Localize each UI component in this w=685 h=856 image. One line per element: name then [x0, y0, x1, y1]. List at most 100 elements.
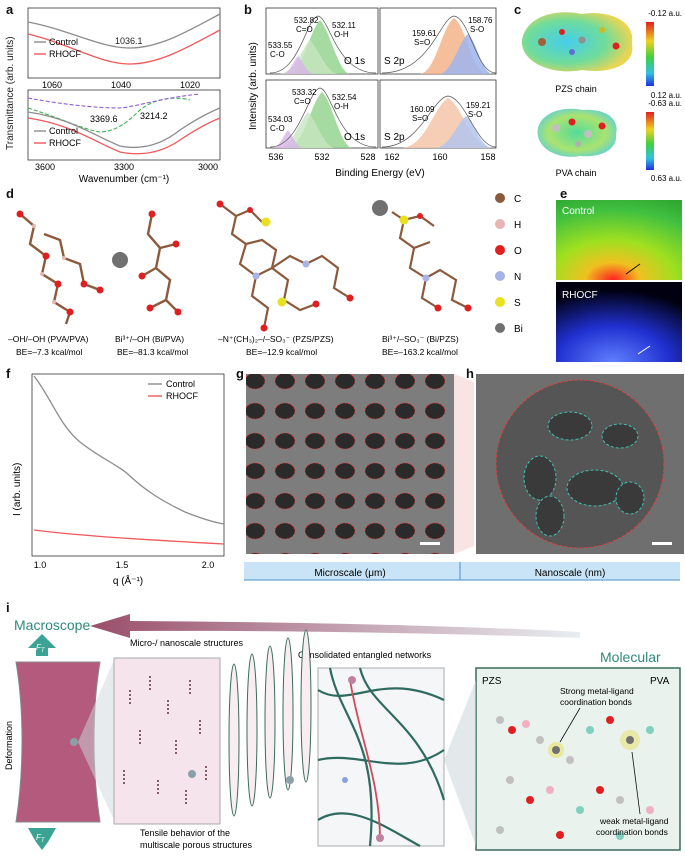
panel-letter-e: e	[560, 186, 568, 201]
bi-atom-2	[372, 200, 388, 216]
deformation-label: Deformation	[4, 721, 14, 770]
panel-gh-sem: Microscale (μm) Nanoscale (nm)	[244, 374, 684, 581]
svg-text:FT: FT	[36, 833, 46, 844]
tick-1020: 1020	[180, 80, 200, 90]
b-top-o-h: O-H	[334, 30, 349, 39]
legend-rhocf-top: RHOCF	[49, 49, 81, 59]
legend-control-top: Control	[49, 37, 78, 47]
f-tick-1: 1.0	[34, 560, 47, 570]
d-be-pzs-pzs: BE=–12.9 kcal/mol	[246, 347, 317, 357]
macroscope-label: Macroscope	[14, 617, 90, 633]
pva-esp-surface	[537, 108, 617, 157]
saxs-control-image	[556, 200, 682, 280]
consolidated-label: Consolidated entangled networks	[298, 650, 432, 660]
panel-a-ylabel: Transmittance (arb. units)	[5, 36, 16, 150]
panel-a-ftir: Transmittance (arb. units) 1036.1 Contro…	[5, 7, 221, 185]
saxs-control-label: Control	[562, 206, 594, 217]
control-curve-top	[27, 13, 221, 49]
b-top-s-o-dbl: S=O	[414, 38, 430, 47]
b-tick-162: 162	[384, 152, 399, 162]
panel-c-esp: PZS chain -0.12 a.u. 0.12 a.u. PVA chain…	[521, 9, 682, 183]
d-label-pzs-pzs: –N⁺(CH₃)₂–/–SO₃⁻ (PZS/PZS)	[218, 334, 334, 344]
panel-a-bottom-frame	[27, 89, 221, 161]
pzs-colorbar	[646, 22, 654, 86]
b-bot-c-o-dbl: C=O	[294, 97, 311, 106]
tensile-line-2: multiscale porous structures	[140, 840, 253, 850]
legend-c: C	[514, 194, 521, 205]
b-top-o1s-label: O 1s	[344, 56, 365, 67]
b-bot-159-21: 159.21	[466, 101, 491, 110]
element-legend: C H O N S Bi	[495, 193, 523, 335]
f-tick-2: 2.0	[202, 560, 215, 570]
b-tick-532: 532	[314, 152, 329, 162]
panel-letter-f: f	[6, 366, 11, 381]
b-tick-528: 528	[360, 152, 375, 162]
annotation-3214: 3214.2	[140, 111, 168, 121]
tick-1060: 1060	[42, 80, 62, 90]
bi-atom-1	[112, 252, 128, 268]
panel-a-top-frame	[27, 7, 221, 79]
micro-nano-label: Micro-/ nanoscale structures	[130, 638, 244, 648]
b-top-158-76: 158.76	[468, 16, 493, 25]
panel-f-ylabel: I (arb. units)	[12, 463, 23, 516]
nanoscale-label: Nanoscale (nm)	[535, 568, 606, 579]
b-bot-534-03: 534.03	[268, 115, 293, 124]
b-top-532-11: 532.11	[332, 21, 356, 30]
f-tick-1-5: 1.5	[116, 560, 129, 570]
panel-letter-d: d	[6, 186, 14, 201]
annotation-1036: 1036.1	[115, 36, 143, 46]
panel-b-ylabel: Intensity (arb. units)	[248, 42, 259, 130]
svg-text:FT: FT	[36, 643, 46, 654]
panel-letter-g: g	[236, 366, 244, 381]
pva-colorbar	[646, 112, 654, 170]
molecule-pva-pva	[19, 213, 101, 325]
rhocf-curve-top	[27, 29, 221, 65]
pva-colorbar-max: -0.63 a.u.	[648, 99, 682, 108]
panel-i-schematic: Macroscope Molecular Micro-/ nanoscale s…	[4, 614, 681, 851]
scale-bar-band	[244, 562, 680, 580]
tick-3000: 3000	[198, 162, 218, 172]
d-label-pva-pva: –OH/–OH (PVA/PVA)	[8, 334, 89, 344]
molecular-box	[475, 667, 681, 851]
b-top-c-o: C-O	[270, 50, 285, 59]
molecular-network-atoms	[496, 716, 654, 840]
b-bot-c-o: C-O	[270, 124, 285, 133]
pzs-region-label: PZS	[482, 676, 502, 687]
b-bot-532-54: 532.54	[332, 93, 357, 102]
d-be-bi-pzs: BE=–163.2 kcal/mol	[382, 347, 458, 357]
tick-3600: 3600	[35, 162, 55, 172]
tick-1040: 1040	[111, 80, 131, 90]
b-bot-o1s-label: O 1s	[344, 132, 365, 143]
b-top-s2p-label: S 2p	[384, 56, 405, 67]
pzs-colorbar-min: 0.12 a.u.	[651, 91, 682, 100]
b-bot-160-09: 160.09	[410, 105, 435, 114]
panel-letter-h: h	[466, 366, 474, 381]
legend-s: S	[514, 298, 521, 309]
legend-o: O	[514, 246, 522, 257]
b-bot-s-o: S-O	[468, 110, 482, 119]
microscale-label: Microscale (μm)	[314, 568, 385, 579]
ft-top-sub: T	[41, 648, 46, 654]
annotation-3369: 3369.6	[90, 114, 118, 124]
pzs-chain-label: PZS chain	[555, 84, 597, 94]
pzs-esp-surface	[521, 12, 633, 72]
ft-bottom-sub: T	[41, 838, 46, 844]
panel-f-xlabel: q (Å⁻¹)	[113, 574, 143, 587]
pva-region-label: PVA	[650, 676, 670, 687]
b-top-533-82: 532.82	[294, 16, 319, 25]
legend-bi: Bi	[514, 324, 523, 335]
tensile-line-1: Tensile behavior of the	[140, 828, 230, 838]
porous-structure-block	[113, 657, 221, 825]
rhocf-curve-bottom	[27, 117, 221, 155]
legend-h: H	[514, 220, 521, 231]
pva-colorbar-min: 0.63 a.u.	[651, 174, 682, 183]
panel-letter-b: b	[244, 2, 252, 17]
sem-microscale-image	[246, 374, 454, 554]
panel-f-saxs-1d: I (arb. units) Control RHOCF 1.0 1.5 2.0…	[12, 373, 225, 587]
saxs-rhocf-label: RHOCF	[562, 290, 598, 301]
strong-bond-line-1: Strong metal-ligand	[560, 686, 634, 696]
legend-control-bottom: Control	[49, 126, 78, 136]
b-tick-536: 536	[268, 152, 283, 162]
pva-chain-label: PVA chain	[556, 168, 597, 178]
strong-bond-line-2: coordination bonds	[560, 697, 632, 707]
